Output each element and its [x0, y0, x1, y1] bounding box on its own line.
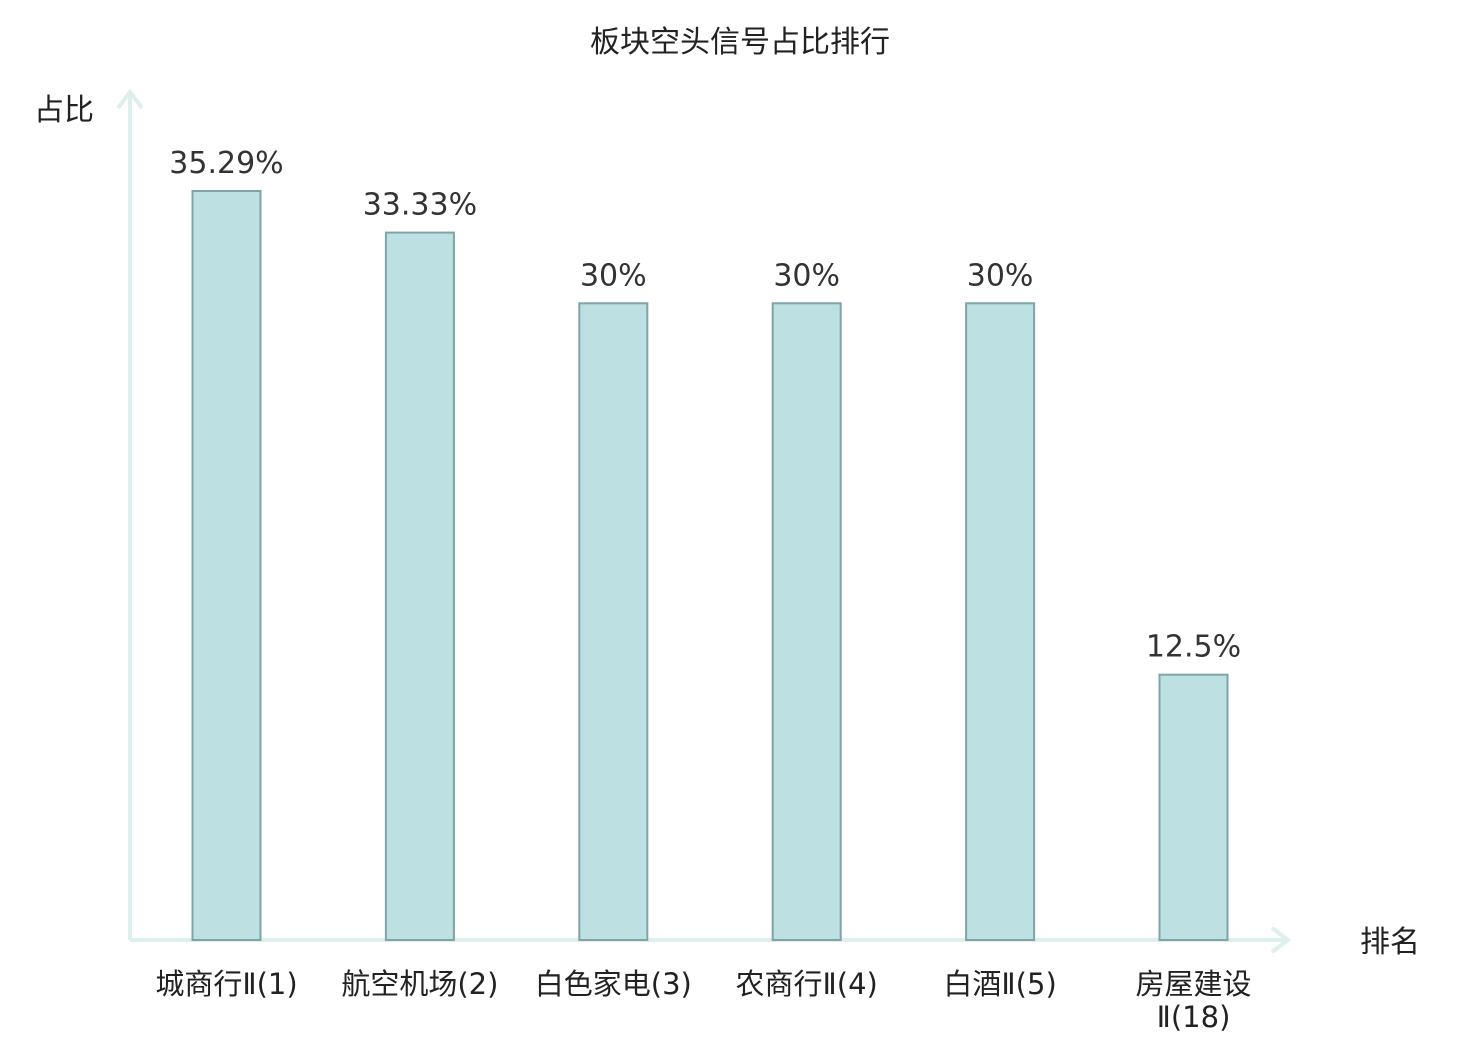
bar-value-label: 30%: [773, 258, 840, 293]
y-axis-label: 占比: [34, 93, 94, 128]
category-label: 房屋建设 Ⅱ(18): [1135, 967, 1251, 1034]
bar-value-label: 35.29%: [169, 146, 283, 181]
category-label: 城商行Ⅱ(1): [155, 967, 297, 1001]
bar: [384, 231, 455, 942]
bar-value-label: 30%: [967, 258, 1034, 293]
x-axis-label: 排名: [1360, 925, 1420, 960]
y-axis: [116, 88, 144, 940]
category-label: 航空机场(2): [341, 967, 498, 1001]
bar: [578, 302, 649, 941]
bar-value-label: 12.5%: [1146, 630, 1241, 665]
category-labels: 城商行Ⅱ(1) 航空机场(2) 白色家电(3) 农商行Ⅱ(4) 白酒Ⅱ(5) 房屋建设 Ⅱ(…: [155, 967, 1251, 1034]
bar: [191, 190, 262, 941]
category-label: 白酒Ⅱ(5): [943, 967, 1056, 1001]
chart-title: 板块空头信号占比排行: [590, 25, 890, 60]
category-label: 白色家电(3): [535, 967, 692, 1001]
bars-group: [191, 190, 1229, 942]
bar-value-labels: 35.29% 33.33% 30% 30% 30% 12.5%: [169, 146, 1241, 665]
bar-value-label: 33.33%: [363, 188, 477, 223]
x-axis: [130, 926, 1292, 954]
bar: [965, 302, 1036, 941]
bar: [1158, 673, 1229, 941]
category-label: 农商行Ⅱ(4): [736, 967, 878, 1001]
bar: [771, 302, 842, 941]
bar-value-label: 30%: [580, 258, 647, 293]
